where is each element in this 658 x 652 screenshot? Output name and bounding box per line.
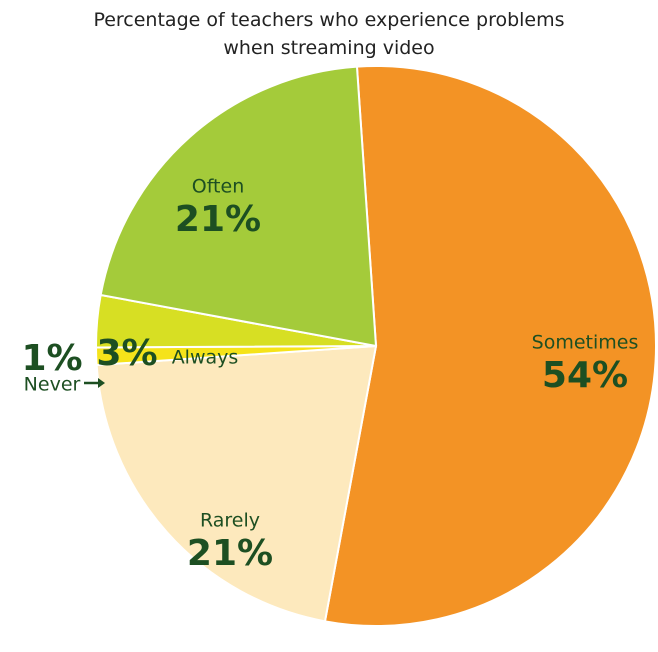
slice-category-label: Rarely (200, 510, 260, 532)
slice-category-label: Sometimes (532, 332, 639, 354)
slice-value-label: 1% (21, 338, 82, 379)
chart-title: Percentage of teachers who experience pr… (93, 9, 565, 59)
pie-slice (323, 65, 657, 627)
pie-slice (95, 344, 378, 623)
slice-category-label: Never (24, 374, 81, 396)
slice-value-label: 54% (542, 355, 628, 396)
slice-value-label: 3% (96, 333, 157, 374)
leader-arrowhead (98, 378, 105, 388)
slice-value-label: 21% (187, 533, 273, 574)
slice-category-label: Often (192, 176, 245, 198)
slice-category-label: Always (172, 347, 239, 369)
pie-slice (99, 65, 378, 348)
slice-value-label: 21% (175, 199, 261, 240)
